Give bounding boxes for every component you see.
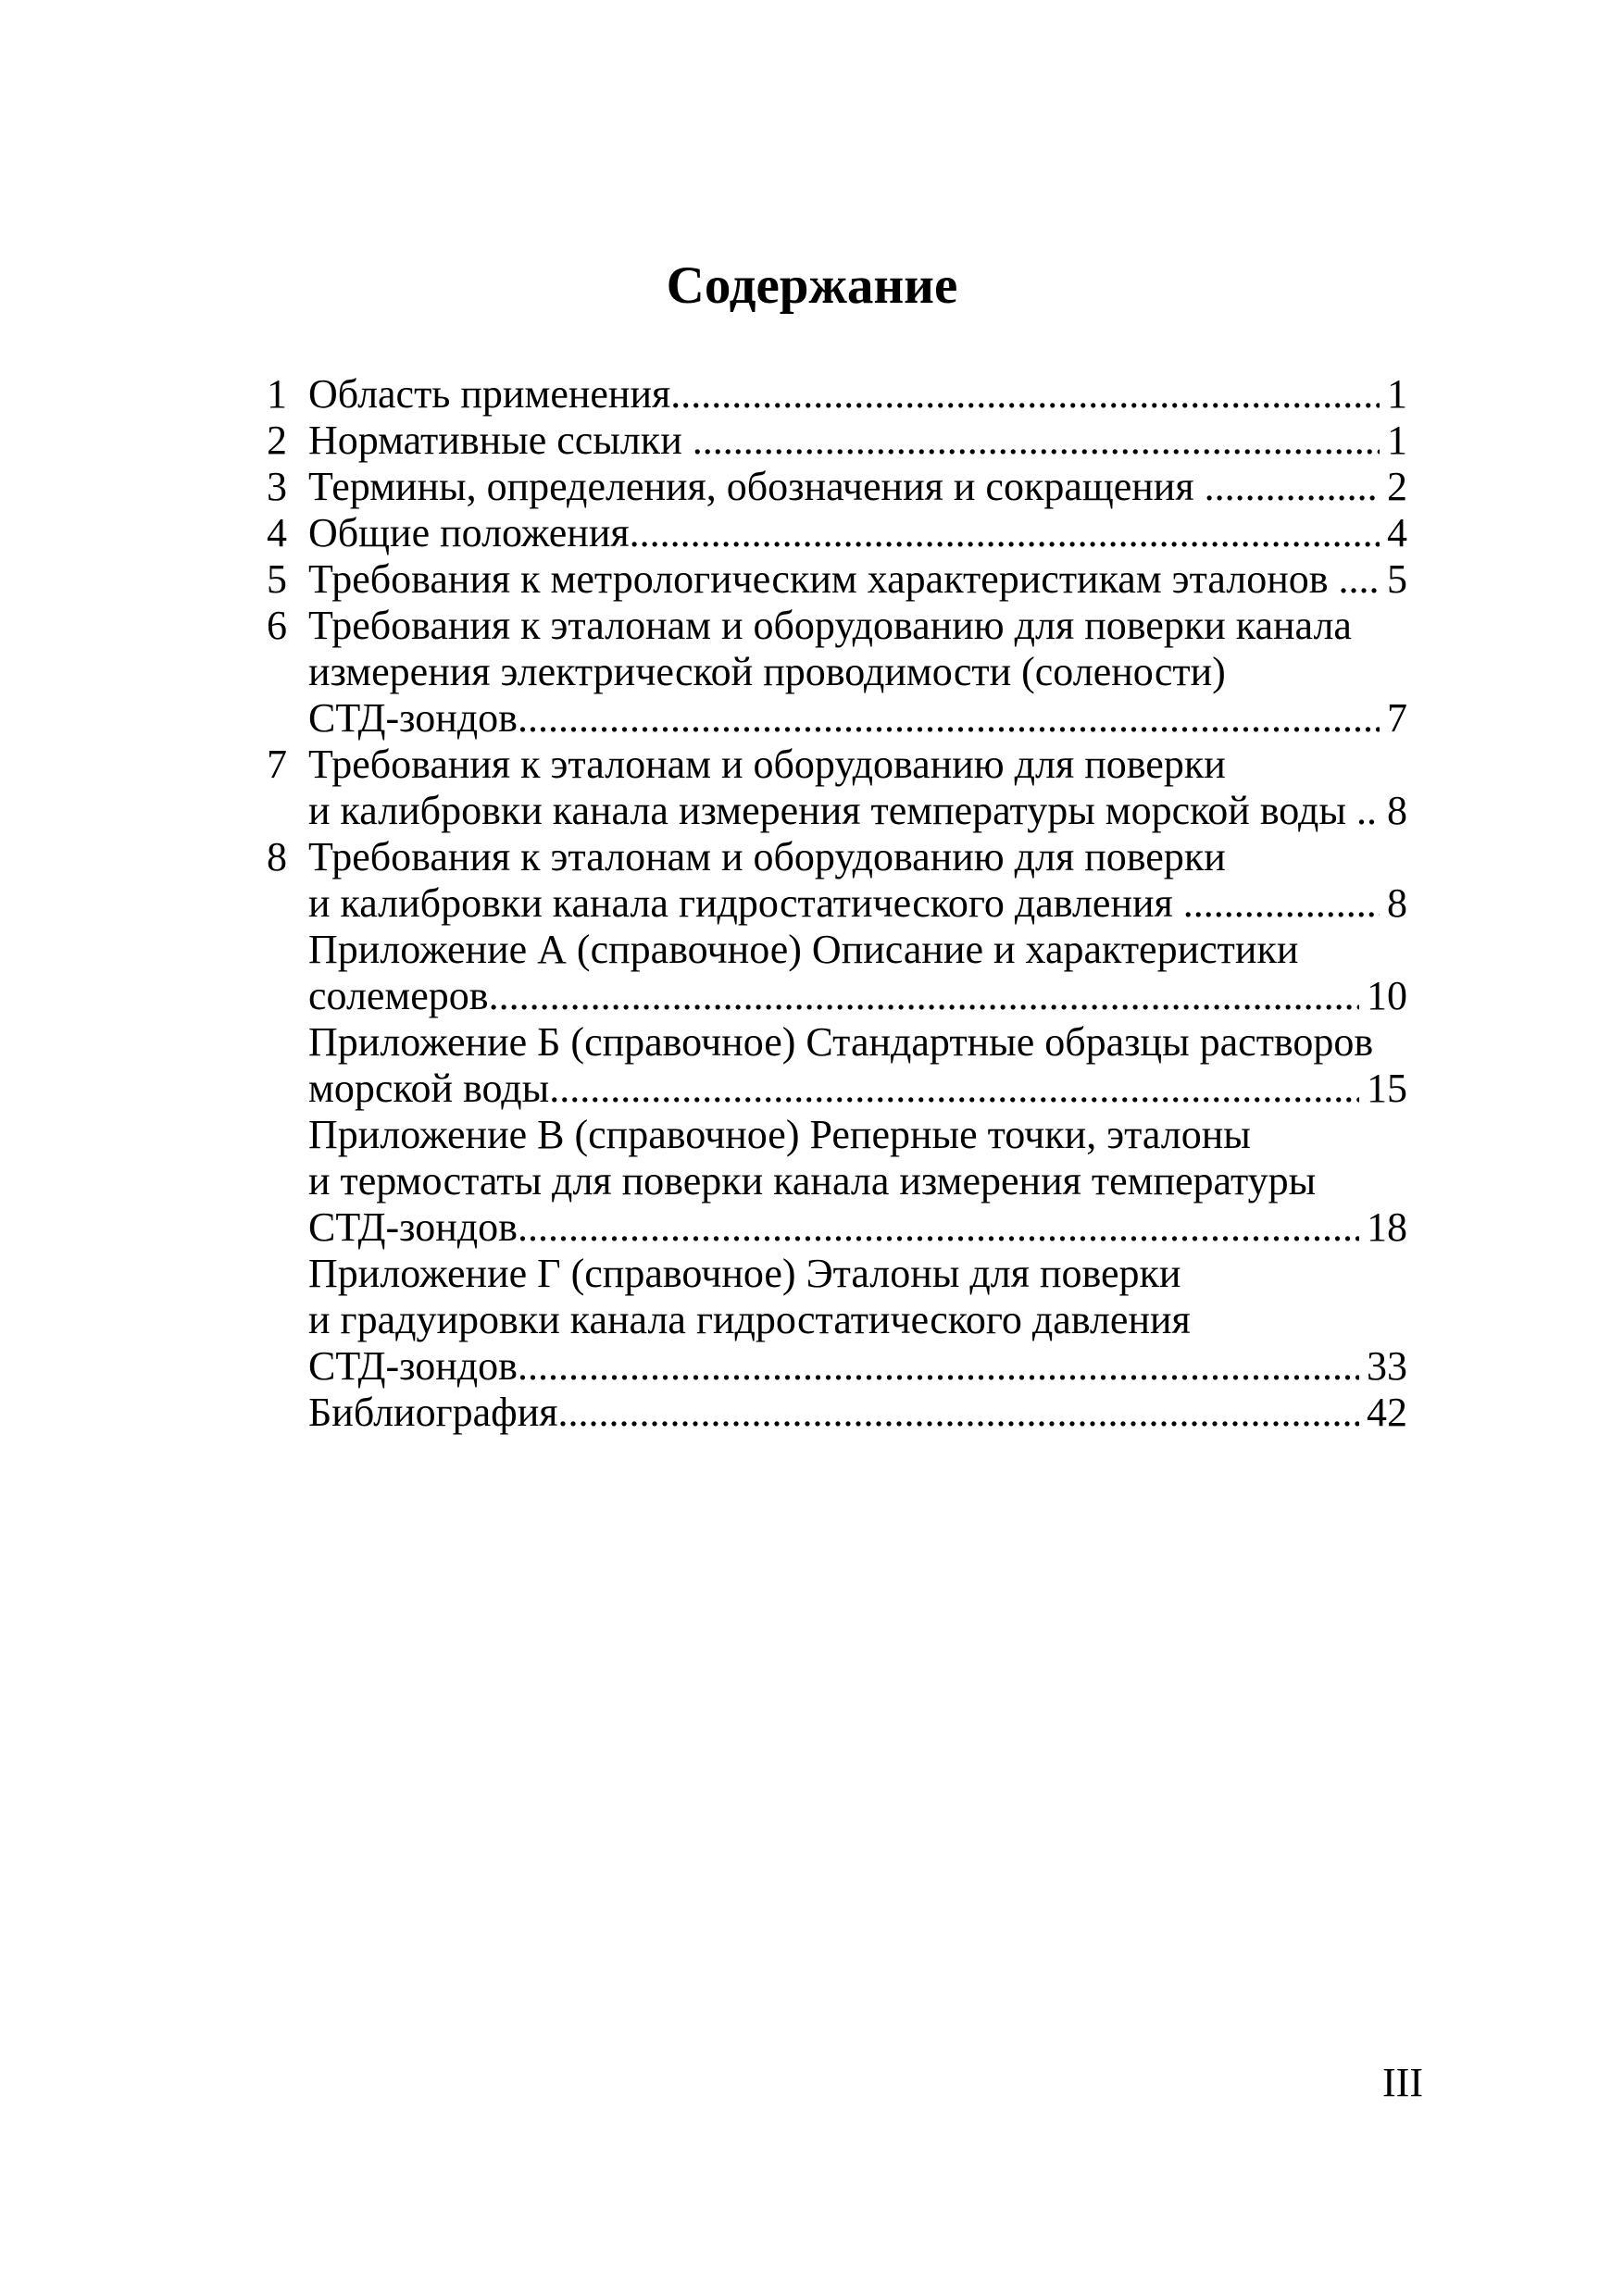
toc-entry-number: 5 <box>267 556 287 602</box>
toc-line: СТД-зондов..............................… <box>267 1343 1407 1390</box>
toc-entry-text: Приложение Г (справочное) Эталоны для по… <box>308 1251 1181 1296</box>
toc-line: и калибровки канала гидростатического да… <box>267 880 1407 927</box>
toc-line: и калибровки канала измерения температур… <box>267 788 1407 834</box>
toc-entry-text: СТД-зондов <box>308 695 518 741</box>
dot-leader: ........................................… <box>549 1066 1359 1111</box>
footer-page-number: III <box>1382 2060 1423 2105</box>
toc-page-number: 10 <box>1367 973 1407 1018</box>
toc-page-number: 7 <box>1387 695 1407 741</box>
toc-entry-number: 3 <box>267 464 287 509</box>
toc-entry-text: морской воды <box>308 1066 550 1111</box>
toc-line: Приложение В (справочное) Реперные точки… <box>267 1112 1407 1158</box>
table-of-contents: 1 Область применения.....................… <box>267 371 1407 1436</box>
toc-line: 6 Требования к эталонам и оборудованию дл… <box>267 603 1407 649</box>
toc-entry-text: и термостаты для поверки канала измерени… <box>308 1158 1317 1204</box>
toc-page-number: 1 <box>1387 371 1407 417</box>
toc-line: Библиография............................… <box>267 1390 1407 1436</box>
toc-page-number: 8 <box>1387 880 1407 926</box>
dot-leader: ........................................… <box>517 1343 1359 1389</box>
toc-line: СТД-зондов..............................… <box>267 695 1407 742</box>
toc-entry-text: Приложение А (справочное) Описание и хар… <box>308 927 1299 972</box>
toc-entry-number: 7 <box>267 742 287 787</box>
toc-line: 5 Требования к метрологическим характерис… <box>267 556 1407 603</box>
toc-entry-text: Нормативные ссылки <box>308 418 693 463</box>
toc-entry-number: 6 <box>267 603 287 648</box>
dot-leader: ........................................… <box>557 1390 1359 1435</box>
toc-line: измерения электрической проводимости (со… <box>267 649 1407 695</box>
toc-entry-text: Приложение В (справочное) Реперные точки… <box>308 1112 1251 1157</box>
dot-leader: ........................................… <box>488 973 1359 1018</box>
toc-entry-text: солемеров <box>308 973 489 1018</box>
toc-entry-text: СТД-зондов <box>308 1343 518 1389</box>
toc-line: солемеров...............................… <box>267 973 1407 1019</box>
toc-entry-text: измерения электрической проводимости (со… <box>308 649 1226 694</box>
toc-line: и термостаты для поверки канала измерени… <box>267 1158 1407 1204</box>
toc-page-number: 15 <box>1367 1066 1407 1111</box>
dot-leader: ........................................… <box>1204 464 1380 509</box>
toc-line: Приложение Г (справочное) Эталоны для по… <box>267 1251 1407 1297</box>
toc-page-number: 18 <box>1367 1204 1407 1250</box>
toc-entry-text: СТД-зондов <box>308 1204 518 1250</box>
dot-leader: ........................................… <box>1356 788 1380 833</box>
toc-line: и градуировки канала гидростатического д… <box>267 1297 1407 1343</box>
toc-line: Приложение А (справочное) Описание и хар… <box>267 927 1407 973</box>
dot-leader: ........................................… <box>1182 880 1380 926</box>
toc-line: СТД-зондов..............................… <box>267 1204 1407 1251</box>
page-title: Содержание <box>666 256 958 315</box>
toc-entry-text: Термины, определения, обозначения и сокр… <box>308 464 1205 509</box>
toc-line: 1 Область применения.....................… <box>267 371 1407 418</box>
toc-entry-text: Приложение Б (справочное) Стандартные об… <box>308 1019 1374 1065</box>
toc-page-number: 42 <box>1367 1390 1407 1435</box>
toc-page-number: 2 <box>1387 464 1407 509</box>
toc-entry-text: Требования к метрологическим характерист… <box>308 556 1339 602</box>
toc-entry-text: и градуировки канала гидростатического д… <box>308 1297 1191 1342</box>
toc-page-number: 5 <box>1387 556 1407 602</box>
toc-entry-number: 8 <box>267 834 287 879</box>
toc-page-number: 33 <box>1367 1343 1407 1389</box>
dot-leader: ........................................… <box>692 418 1380 463</box>
dot-leader: ........................................… <box>517 1204 1359 1250</box>
toc-entry-text: Библиография <box>308 1390 558 1435</box>
dot-leader: ........................................… <box>629 510 1380 555</box>
toc-line: 8 Требования к эталонам и оборудованию дл… <box>267 834 1407 880</box>
toc-line: Приложение Б (справочное) Стандартные об… <box>267 1019 1407 1066</box>
toc-entry-text: и калибровки канала измерения температур… <box>308 788 1356 833</box>
toc-page-number: 4 <box>1387 510 1407 555</box>
toc-entry-number: 4 <box>267 510 287 555</box>
toc-line: 7 Требования к эталонам и оборудованию дл… <box>267 742 1407 788</box>
toc-line: 3 Термины, определения, обозначения и сок… <box>267 464 1407 510</box>
toc-entry-text: Требования к эталонам и оборудованию для… <box>308 603 1352 648</box>
toc-page-number: 8 <box>1387 788 1407 833</box>
toc-entry-number: 1 <box>267 371 287 417</box>
dot-leader: ........................................… <box>670 371 1380 417</box>
toc-entry-text: Общие положения <box>308 510 630 555</box>
toc-entry-number: 2 <box>267 418 287 463</box>
toc-page-number: 1 <box>1387 418 1407 463</box>
toc-entry-text: Требования к эталонам и оборудованию для… <box>308 742 1226 787</box>
toc-entry-text: и калибровки канала гидростатического да… <box>308 880 1183 926</box>
toc-line: морской воды............................… <box>267 1066 1407 1112</box>
dot-leader: ........................................… <box>1338 556 1380 602</box>
dot-leader: ........................................… <box>517 695 1380 741</box>
toc-line: 4 Общие положения........................… <box>267 510 1407 556</box>
toc-entry-text: Область применения <box>308 371 671 417</box>
toc-line: 2 Нормативные ссылки ....................… <box>267 418 1407 464</box>
toc-entry-text: Требования к эталонам и оборудованию для… <box>308 834 1226 879</box>
